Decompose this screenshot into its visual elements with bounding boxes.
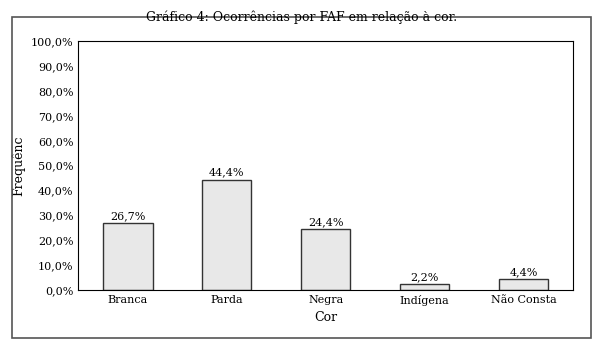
Text: 26,7%: 26,7%: [110, 211, 145, 221]
Bar: [499, 279, 548, 290]
Text: 44,4%: 44,4%: [209, 168, 244, 178]
Bar: [202, 179, 251, 290]
X-axis label: Cor: Cor: [314, 311, 337, 324]
Text: 24,4%: 24,4%: [308, 217, 343, 227]
Bar: [400, 284, 449, 290]
Bar: [301, 229, 350, 290]
Text: 4,4%: 4,4%: [509, 267, 538, 277]
Text: Gráfico 4: Ocorrências por FAF em relação à cor.: Gráfico 4: Ocorrências por FAF em relaçã…: [146, 10, 457, 24]
Y-axis label: Frequênc: Frequênc: [12, 135, 25, 196]
Text: 2,2%: 2,2%: [410, 272, 439, 282]
Bar: [103, 224, 153, 290]
